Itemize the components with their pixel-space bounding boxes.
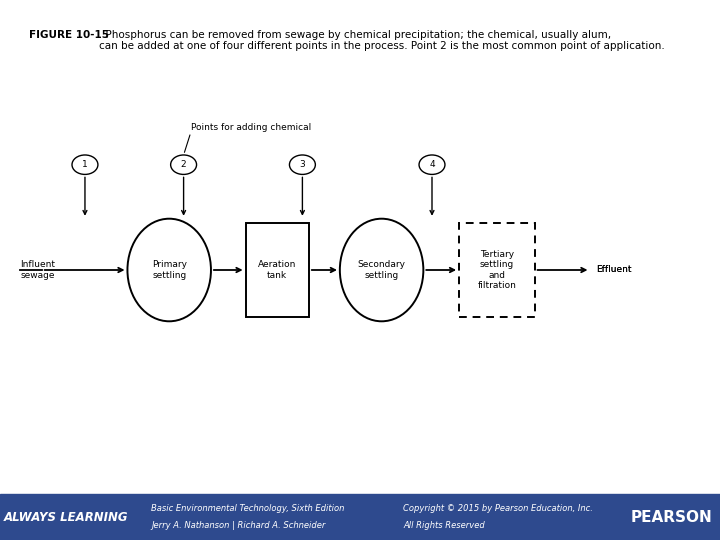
Text: Copyright © 2015 by Pearson Education, Inc.: Copyright © 2015 by Pearson Education, I… (403, 504, 593, 514)
Text: Influent
sewage: Influent sewage (20, 260, 55, 280)
Text: Aeration
tank: Aeration tank (258, 260, 297, 280)
Ellipse shape (127, 219, 211, 321)
Bar (459, 223, 534, 317)
Text: Phosphorus can be removed from sewage by chemical precipitation; the chemical, u: Phosphorus can be removed from sewage by… (99, 30, 665, 51)
Bar (246, 223, 309, 317)
Text: ALWAYS LEARNING: ALWAYS LEARNING (4, 510, 128, 524)
Circle shape (289, 155, 315, 174)
Text: PEARSON: PEARSON (631, 510, 713, 524)
Text: 1: 1 (82, 160, 88, 169)
Text: Effluent: Effluent (596, 266, 631, 274)
Bar (0, 494, 720, 540)
Text: Secondary
settling: Secondary settling (358, 260, 405, 280)
Text: Basic Environmental Technology, Sixth Edition: Basic Environmental Technology, Sixth Ed… (151, 504, 345, 514)
Text: Primary
settling: Primary settling (152, 260, 186, 280)
Text: All Rights Reserved: All Rights Reserved (403, 521, 485, 530)
Circle shape (171, 155, 197, 174)
Circle shape (72, 155, 98, 174)
Text: Jerry A. Nathanson | Richard A. Schneider: Jerry A. Nathanson | Richard A. Schneide… (151, 521, 325, 530)
Text: FIGURE 10-15: FIGURE 10-15 (29, 30, 109, 40)
Circle shape (419, 155, 445, 174)
Text: 2: 2 (181, 160, 186, 169)
Text: 3: 3 (300, 160, 305, 169)
Text: 4: 4 (429, 160, 435, 169)
Ellipse shape (340, 219, 423, 321)
Text: Effluent: Effluent (596, 266, 631, 274)
Text: Tertiary
settling
and
filtration: Tertiary settling and filtration (477, 250, 516, 290)
Text: Points for adding chemical: Points for adding chemical (191, 123, 311, 132)
